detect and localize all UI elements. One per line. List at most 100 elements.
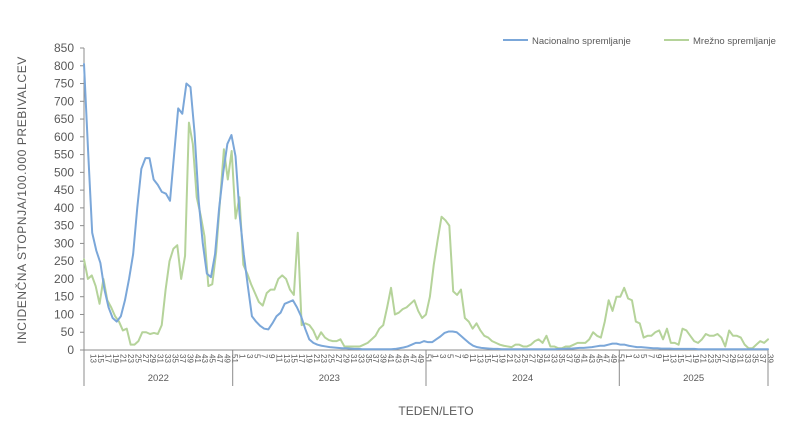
y-tick-label: 450 <box>54 183 74 197</box>
x-week-tick-label: 29 <box>535 354 544 363</box>
x-week-tick-label: 15 <box>96 354 105 363</box>
x-week-tick-label: 35 <box>364 354 373 363</box>
x-week-tick-label: 23 <box>126 354 135 363</box>
x-week-tick-label: 35 <box>750 354 759 363</box>
x-week-tick-label: 13 <box>669 354 678 363</box>
y-tick-label: 300 <box>54 236 74 250</box>
x-week-tick-label: 39 <box>572 354 581 363</box>
x-week-tick-label: 3 <box>245 354 254 359</box>
x-week-tick-label: 31 <box>156 354 165 363</box>
x-week-tick-label: 33 <box>163 354 172 363</box>
x-week-tick-label: 13 <box>475 354 484 363</box>
x-week-tick-label: 41 <box>386 354 395 363</box>
x-week-tick-label: 29 <box>342 354 351 363</box>
x-week-tick-label: 19 <box>691 354 700 363</box>
y-tick-label: 750 <box>54 77 74 91</box>
x-week-tick-label: 23 <box>319 354 328 363</box>
y-tick-label: 800 <box>54 59 74 73</box>
x-week-tick-label: 19 <box>498 354 507 363</box>
x-week-tick-label: 17 <box>104 354 113 363</box>
x-week-tick-label: 15 <box>483 354 492 363</box>
x-week-tick-label: 51 <box>423 354 432 363</box>
y-tick-label: 700 <box>54 94 74 108</box>
x-week-tick-label: 33 <box>743 354 752 363</box>
x-week-tick-label: 21 <box>505 354 514 363</box>
x-week-tick-label: 35 <box>171 354 180 363</box>
x-week-tick-label: 19 <box>304 354 313 363</box>
series-line-network <box>83 121 769 350</box>
legend-label-national: Nacionalno spremljanje <box>532 36 631 47</box>
x-week-tick-label: 25 <box>327 354 336 363</box>
x-week-tick-label: 29 <box>728 354 737 363</box>
x-axis-year-labels: 2022 2023 2024 2025 <box>83 350 769 386</box>
x-week-tick-label: 27 <box>721 354 730 363</box>
x-week-tick-label: 15 <box>676 354 685 363</box>
x-week-tick-label: 1 <box>431 354 440 359</box>
legend: Nacionalno spremljanje Mrežno spremljanj… <box>503 36 776 47</box>
x-week-tick-label: 3 <box>438 354 447 359</box>
y-tick-label: 50 <box>61 325 75 339</box>
x-week-tick-label: 49 <box>609 354 618 363</box>
x-week-tick-label: 43 <box>587 354 596 363</box>
x-week-tick-label: 17 <box>297 354 306 363</box>
x-week-tick-label: 21 <box>698 354 707 363</box>
x-week-tick-label: 3 <box>631 354 640 359</box>
x-week-tick-label: 43 <box>200 354 209 363</box>
y-tick-label: 650 <box>54 112 74 126</box>
x-week-tick-label: 45 <box>594 354 603 363</box>
y-tick-label: 200 <box>54 272 74 286</box>
x-week-tick-label: 41 <box>193 354 202 363</box>
x-week-tick-label: 37 <box>565 354 574 363</box>
x-week-tick-label: 17 <box>490 354 499 363</box>
y-tick-label: 550 <box>54 148 74 162</box>
y-tick-label: 100 <box>54 307 74 321</box>
x-week-tick-label: 19 <box>111 354 120 363</box>
x-week-tick-label: 49 <box>416 354 425 363</box>
x-week-tick-label: 47 <box>408 354 417 363</box>
x-week-tick-label: 39 <box>379 354 388 363</box>
x-week-tick-label: 27 <box>527 354 536 363</box>
y-tick-label: 500 <box>54 165 74 179</box>
x-week-tick-label: 21 <box>312 354 321 363</box>
series-line-national <box>83 62 769 351</box>
x-week-tick-label: 5 <box>639 354 648 359</box>
x-week-tick-label: 1 <box>237 354 246 359</box>
y-tick-label: 850 <box>54 41 74 55</box>
y-tick-label: 350 <box>54 219 74 233</box>
x-week-tick-label: 47 <box>602 354 611 363</box>
y-axis-ticks: 0 50 100 150 200 250 300 350 400 450 500 550 600 650 7… <box>54 41 84 357</box>
x-week-tick-label: 1 <box>624 354 633 359</box>
x-week-tick-label: 41 <box>579 354 588 363</box>
x-week-tick-label: 35 <box>557 354 566 363</box>
x-week-tick-label: 7 <box>453 354 462 359</box>
x-week-tick-label: 5 <box>252 354 261 359</box>
x-week-tick-label: 13 <box>89 354 98 363</box>
x-week-tick-label: 21 <box>118 354 127 363</box>
x-week-tick-label: 9 <box>267 354 276 359</box>
x-week-tick-label: 33 <box>550 354 559 363</box>
x-week-tick-label: 23 <box>513 354 522 363</box>
x-week-tick-label: 43 <box>394 354 403 363</box>
x-week-tick-label: 45 <box>401 354 410 363</box>
y-axis-label: INCIDENČNA STOPNJA/100.000 PREBIVALCEV <box>14 56 29 344</box>
x-week-tick-label: 33 <box>356 354 365 363</box>
y-tick-label: 150 <box>54 290 74 304</box>
y-tick-label: 0 <box>67 343 74 357</box>
x-week-tick-label: 51 <box>617 354 626 363</box>
series-lines <box>83 62 769 351</box>
legend-label-network: Mrežno spremljanje <box>693 36 776 47</box>
x-week-tick-label: 31 <box>349 354 358 363</box>
year-label: 2023 <box>319 373 340 384</box>
x-week-tick-label: 29 <box>148 354 157 363</box>
x-week-tick-label: 11 <box>275 354 284 363</box>
x-week-tick-label: 31 <box>542 354 551 363</box>
x-week-tick-label: 17 <box>684 354 693 363</box>
x-week-tick-label: 45 <box>208 354 217 363</box>
x-week-tick-label: 7 <box>646 354 655 359</box>
x-week-tick-label: 49 <box>223 354 232 363</box>
x-week-tick-label: 51 <box>230 354 239 363</box>
year-label: 2024 <box>512 373 533 384</box>
x-week-tick-label: 27 <box>141 354 150 363</box>
x-week-tick-label: 25 <box>520 354 529 363</box>
